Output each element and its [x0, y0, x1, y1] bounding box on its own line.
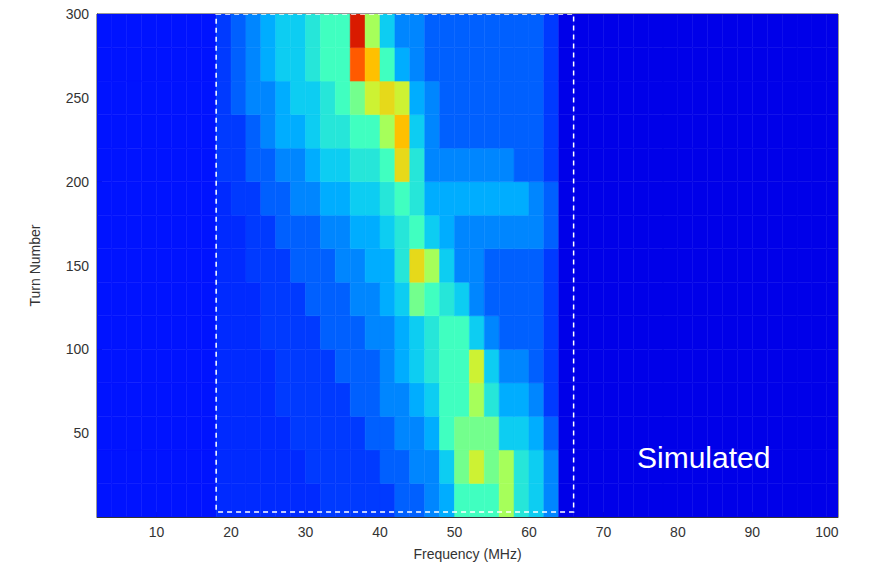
svg-text:Simulated: Simulated [637, 441, 770, 474]
svg-text:40: 40 [372, 524, 388, 540]
svg-text:100: 100 [66, 341, 90, 357]
svg-text:70: 70 [596, 524, 612, 540]
svg-text:60: 60 [521, 524, 537, 540]
svg-text:20: 20 [223, 524, 239, 540]
svg-text:300: 300 [66, 6, 90, 22]
svg-text:10: 10 [149, 524, 165, 540]
svg-text:80: 80 [670, 524, 686, 540]
svg-text:150: 150 [66, 258, 90, 274]
svg-text:50: 50 [73, 425, 89, 441]
svg-text:Turn Number: Turn Number [27, 224, 43, 306]
svg-text:200: 200 [66, 174, 90, 190]
svg-text:30: 30 [298, 524, 314, 540]
svg-text:250: 250 [66, 90, 90, 106]
svg-text:90: 90 [745, 524, 761, 540]
svg-text:Frequency (MHz): Frequency (MHz) [413, 546, 521, 562]
svg-text:50: 50 [447, 524, 463, 540]
svg-text:100: 100 [815, 524, 839, 540]
